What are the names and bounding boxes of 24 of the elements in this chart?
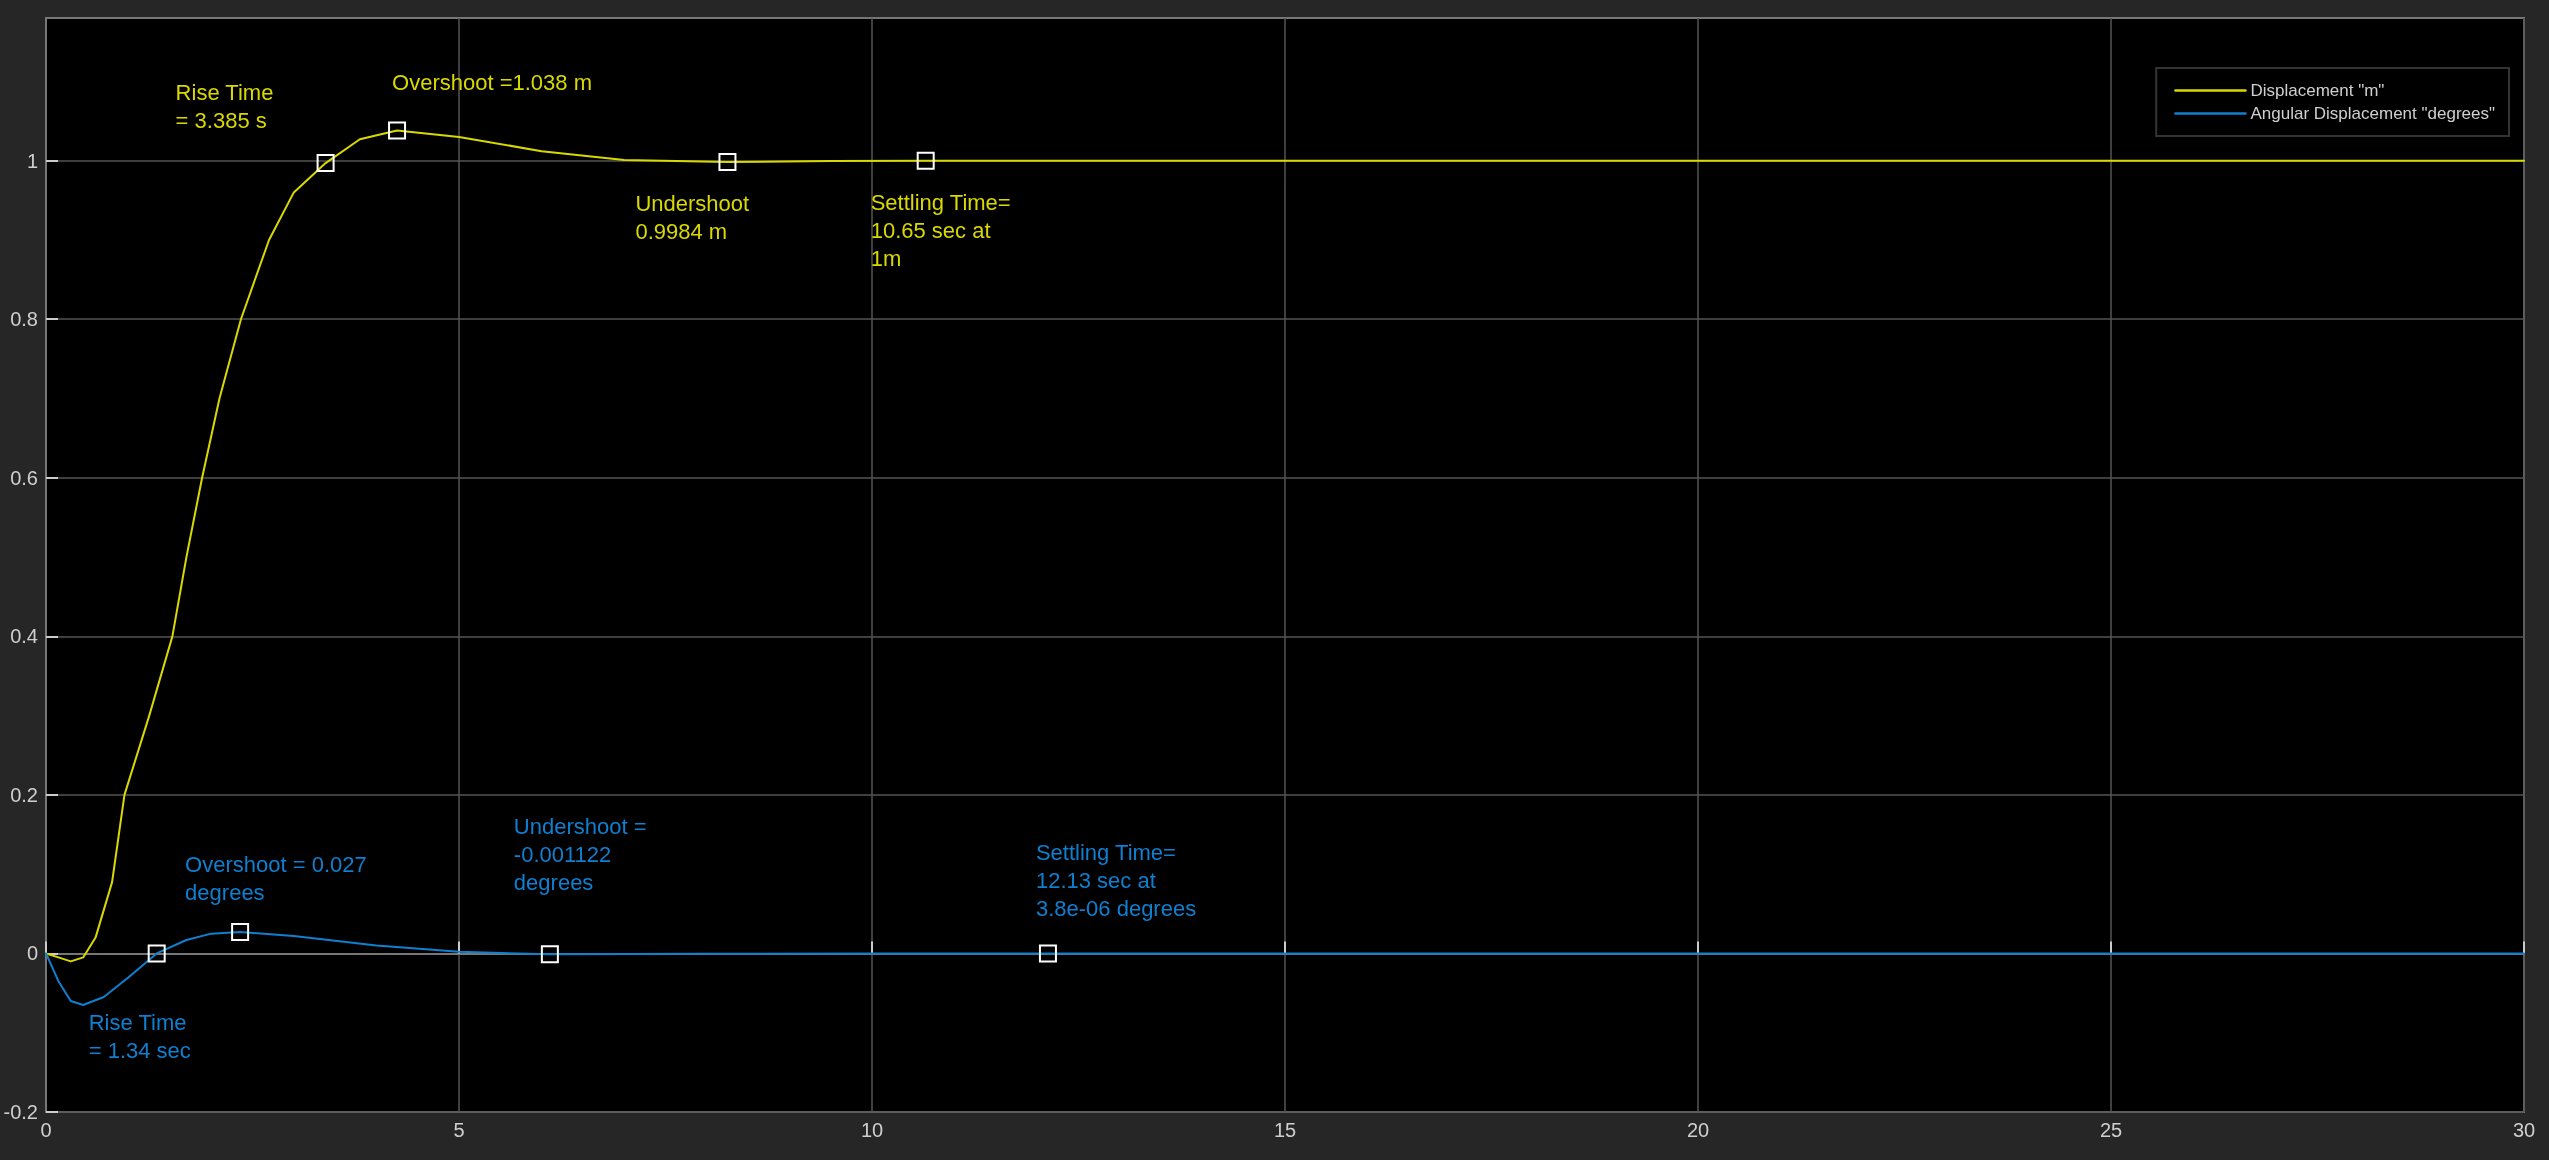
x-tick-label: 5: [453, 1119, 465, 1141]
annotation: Undershoot = -0.001122 degrees: [513, 813, 647, 895]
y-tick-label: 0.2: [10, 783, 38, 806]
legend-label: Angular Displacement "degrees": [2250, 104, 2496, 123]
x-tick-label: 20: [1686, 1119, 1710, 1141]
y-tick-label: 0.6: [10, 466, 38, 489]
x-tick-label: 30: [2512, 1119, 2536, 1141]
annotation: Undershoot 0.9984 m: [635, 191, 750, 245]
y-tick-label: -0.2: [3, 1101, 38, 1123]
y-tick-label: 1: [26, 149, 38, 172]
x-tick-label: 0: [40, 1119, 52, 1141]
annotation: Overshoot = 0.027 degrees: [185, 851, 367, 905]
annotation: Rise Time = 1.34 sec: [88, 1009, 191, 1063]
x-tick-label: 10: [860, 1119, 884, 1141]
legend-label: Displacement "m": [2250, 81, 2385, 100]
x-tick-label: 15: [1273, 1119, 1297, 1141]
annotation: Overshoot =1.038 m: [392, 70, 592, 96]
x-tick-label: 25: [2099, 1119, 2123, 1141]
y-tick-label: 0.4: [10, 625, 38, 648]
y-tick-label: 0: [26, 942, 38, 965]
y-tick-label: 0.8: [10, 308, 38, 331]
annotation: Rise Time = 3.385 s: [175, 79, 274, 133]
annotation: Settling Time= 12.13 sec at 3.8e-06 degrees: [1035, 839, 1197, 921]
annotation: Settling Time= 10.65 sec at 1m: [870, 190, 1011, 272]
